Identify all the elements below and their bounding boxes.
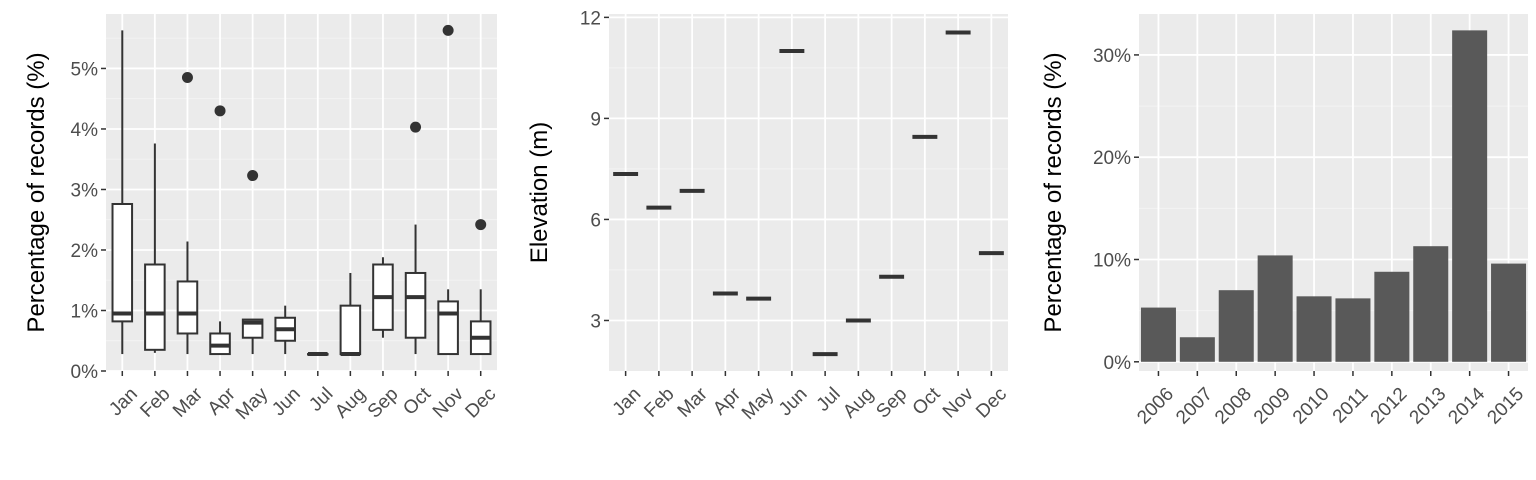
- x-tick-label: Jan: [105, 384, 142, 421]
- y-tick-label: 3%: [71, 180, 99, 201]
- y-axis-title: Elevation (m): [526, 122, 553, 263]
- y-tick-label: 6: [590, 210, 601, 231]
- x-tick-label: Jan: [609, 384, 646, 421]
- y-tick-label: 30%: [1093, 46, 1131, 67]
- chart-panel-3: 0%10%20%30%20062007200820092010201120122…: [1040, 14, 1528, 428]
- x-tick-label: 2007: [1172, 384, 1217, 429]
- x-tick-label: Feb: [136, 384, 174, 422]
- box-dec: [469, 219, 492, 356]
- bar-2011: [1335, 298, 1371, 362]
- x-tick-label: 2006: [1133, 384, 1178, 429]
- x-tick-label: Sep: [364, 384, 403, 423]
- panel-background: [106, 14, 497, 371]
- bar-2013: [1413, 246, 1449, 362]
- outlier-point: [442, 24, 454, 36]
- y-tick-label: 0%: [71, 362, 99, 383]
- y-tick-label: 9: [590, 109, 601, 130]
- box-jun: [274, 305, 296, 355]
- x-tick-label: Sep: [872, 384, 911, 423]
- x-tick-label: 2008: [1211, 384, 1256, 429]
- outlier-point: [475, 219, 487, 231]
- y-tick-label: 12: [580, 8, 601, 29]
- x-tick-label: Nov: [939, 383, 978, 422]
- x-tick-label: Dec: [462, 384, 501, 423]
- x-tick-label: Nov: [429, 383, 468, 422]
- x-tick-label: 2015: [1483, 384, 1528, 429]
- x-tick-label: 2010: [1289, 384, 1334, 429]
- bar-2012: [1374, 271, 1410, 362]
- bar-2008: [1218, 290, 1254, 362]
- x-tick-label: Feb: [640, 384, 678, 422]
- x-tick-label: Jun: [775, 384, 812, 421]
- box-iqr: [176, 280, 199, 335]
- box-iqr: [111, 202, 134, 323]
- y-tick-label: 5%: [71, 59, 99, 80]
- box-mar: [176, 72, 199, 355]
- x-tick-label: Jul: [813, 384, 845, 416]
- box-apr: [209, 105, 231, 356]
- x-tick-label: 2014: [1444, 383, 1489, 428]
- bar-2006: [1140, 307, 1176, 362]
- bar-2014: [1452, 30, 1488, 362]
- x-tick-label: May: [738, 383, 779, 424]
- box-may: [241, 170, 264, 355]
- y-tick-label: 0%: [1104, 353, 1132, 374]
- box-iqr: [339, 304, 362, 356]
- x-tick-label: Dec: [972, 384, 1011, 423]
- box-feb: [144, 143, 166, 353]
- x-tick-label: 2012: [1367, 384, 1412, 429]
- box-iqr: [404, 271, 427, 339]
- x-tick-label: Oct: [909, 383, 945, 419]
- y-tick-label: 20%: [1093, 148, 1131, 169]
- x-tick-label: Oct: [399, 383, 435, 419]
- y-tick-label: 3: [590, 311, 601, 332]
- box-jul: [307, 352, 329, 357]
- box-oct: [404, 121, 427, 355]
- x-tick-label: Mar: [169, 383, 207, 421]
- bar-2007: [1179, 337, 1215, 362]
- y-axis-title: Percentage of records (%): [1040, 52, 1067, 332]
- x-tick-label: May: [232, 383, 273, 424]
- panel-background: [609, 14, 1008, 371]
- x-tick-label: 2013: [1406, 384, 1451, 429]
- box-jan: [111, 30, 134, 355]
- box-iqr: [144, 263, 166, 351]
- outlier-point: [181, 72, 193, 84]
- outlier-point: [247, 170, 259, 182]
- y-axis-title: Percentage of records (%): [23, 52, 50, 332]
- x-tick-label: Apr: [709, 383, 745, 419]
- x-tick-label: Jun: [268, 384, 305, 421]
- y-tick-label: 4%: [71, 120, 99, 141]
- bar-2010: [1296, 296, 1332, 362]
- x-tick-label: Aug: [331, 384, 370, 423]
- box-nov: [437, 24, 459, 356]
- box-iqr: [437, 300, 459, 356]
- box-aug: [339, 272, 362, 357]
- bar-2015: [1491, 263, 1527, 362]
- y-tick-label: 10%: [1093, 251, 1131, 272]
- outlier-point: [214, 105, 226, 117]
- box-sep: [372, 257, 394, 338]
- x-tick-label: Aug: [839, 384, 878, 423]
- x-tick-label: 2009: [1250, 384, 1295, 429]
- x-tick-label: 2011: [1329, 384, 1373, 428]
- x-tick-label: Apr: [204, 383, 240, 419]
- outlier-point: [410, 121, 422, 133]
- bar-2009: [1257, 255, 1293, 362]
- y-tick-label: 1%: [71, 301, 99, 322]
- x-tick-label: Jul: [305, 384, 337, 416]
- y-tick-label: 2%: [71, 241, 99, 262]
- x-tick-label: Mar: [674, 383, 712, 421]
